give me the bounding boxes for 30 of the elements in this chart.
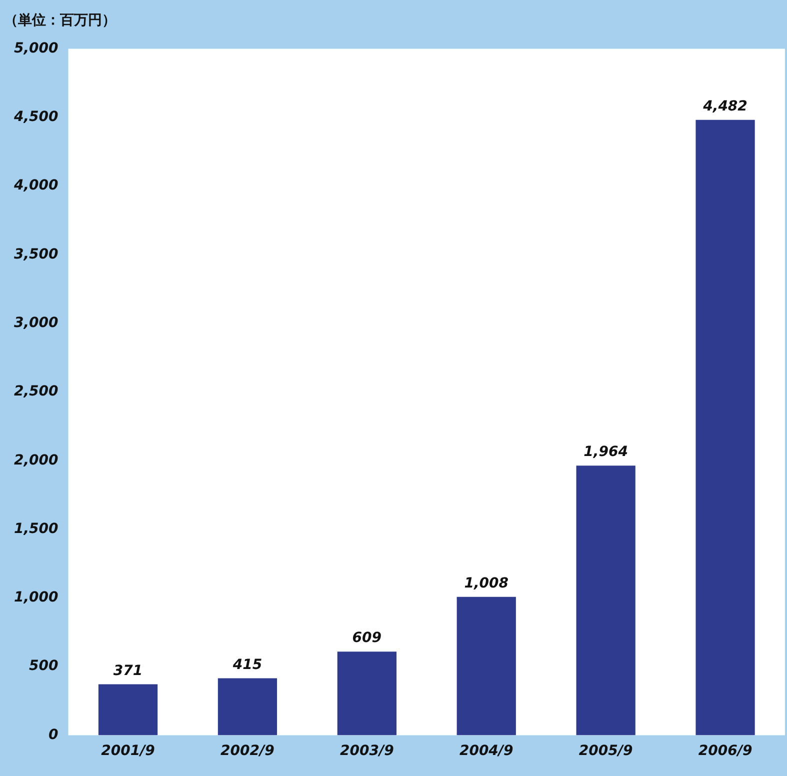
x-tick-label: 2006/9 xyxy=(698,743,752,760)
y-tick-label: 1,000 xyxy=(14,590,59,606)
bar xyxy=(576,466,636,736)
y-tick-label: 2,500 xyxy=(14,384,59,400)
y-tick-label: 5,000 xyxy=(14,40,59,56)
data-label: 609 xyxy=(352,630,382,646)
y-tick-label: 3,500 xyxy=(14,246,59,262)
x-tick-label: 2001/9 xyxy=(101,743,156,760)
x-tick-label: 2003/9 xyxy=(340,743,394,760)
data-label: 415 xyxy=(232,656,262,673)
bar xyxy=(218,678,278,736)
x-tick-label: 2004/9 xyxy=(459,743,514,760)
y-tick-label: 1,500 xyxy=(14,520,59,537)
data-label: 371 xyxy=(113,662,143,679)
chart-title: （単位：百万円） xyxy=(4,11,116,28)
y-tick-label: 2,000 xyxy=(14,452,59,468)
y-tick-label: 0 xyxy=(48,726,59,743)
data-label: 1,964 xyxy=(584,444,628,460)
bar xyxy=(98,684,158,736)
bar xyxy=(456,596,516,736)
x-tick-label: 2002/9 xyxy=(220,743,275,760)
y-tick-label: 3,000 xyxy=(14,315,59,331)
y-tick-label: 500 xyxy=(29,658,59,674)
y-tick-label: 4,500 xyxy=(12,109,59,126)
x-tick-label: 2005/9 xyxy=(578,743,633,760)
data-label: 4,482 xyxy=(702,98,748,115)
y-tick-label: 4,000 xyxy=(12,178,59,194)
data-label: 1,008 xyxy=(464,575,509,592)
bar xyxy=(696,120,755,736)
bar xyxy=(337,652,396,736)
